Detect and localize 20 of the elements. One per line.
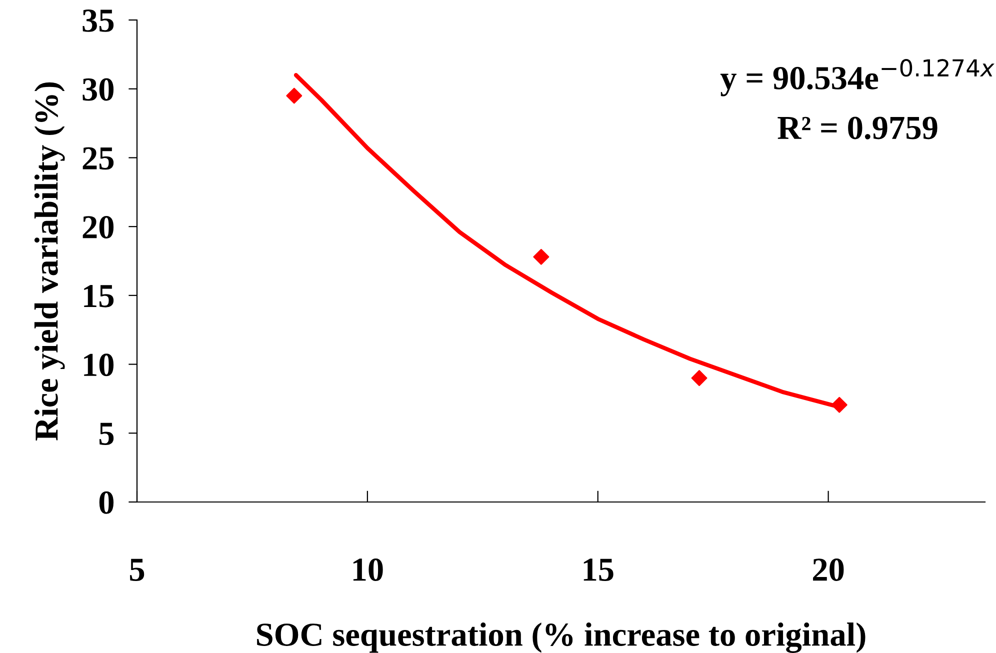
x-tick-label: 20 — [813, 558, 844, 582]
y-tick-label: 30 — [82, 78, 114, 101]
annotation: y = 90.534e$^{−0.1274x}$ — [720, 59, 994, 96]
y-tick-label: 15 — [84, 284, 114, 308]
y-tick-label: 35 — [82, 9, 114, 32]
point — [286, 88, 302, 104]
y-tick-label: 5 — [99, 422, 114, 446]
point — [831, 396, 848, 413]
y-tick-label: 10 — [84, 354, 114, 376]
x-tick-label: 10 — [353, 558, 383, 582]
point — [533, 248, 550, 265]
y-axis-title: Rice yield variability (%) — [34, 82, 65, 440]
y-tick-label: 25 — [82, 147, 114, 170]
x-tick-label: 15 — [584, 558, 614, 582]
y-tick-label: 0 — [99, 491, 114, 514]
y-tick-label: 20 — [82, 216, 114, 238]
x-axis-title: SOC sequestration (% increase to original) — [257, 622, 866, 653]
x-tick-label: 5 — [130, 558, 144, 582]
point — [691, 370, 708, 386]
annotation: R² = 0.9759 — [778, 116, 938, 140]
